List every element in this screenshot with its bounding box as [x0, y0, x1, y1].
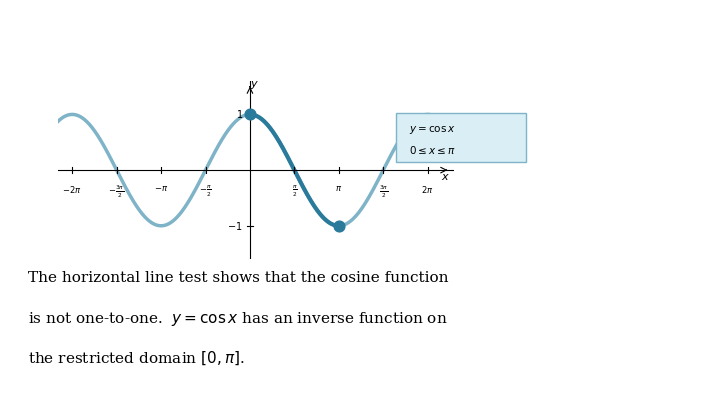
Text: $\frac{\pi}{2}$: $\frac{\pi}{2}$ — [292, 184, 297, 199]
Text: $-2\pi$: $-2\pi$ — [63, 184, 82, 195]
Text: ALWAYS LEARNING: ALWAYS LEARNING — [14, 384, 103, 393]
Text: Copyright © 2014, 2010, 2007 Pearson Education, Inc.: Copyright © 2014, 2010, 2007 Pearson Edu… — [246, 384, 474, 393]
Text: 13: 13 — [685, 384, 698, 394]
Text: The horizontal line test shows that the cosine function: The horizontal line test shows that the … — [28, 271, 449, 286]
Text: PEARSON: PEARSON — [557, 382, 624, 395]
Text: The Inverse Cosine Function: The Inverse Cosine Function — [14, 27, 416, 51]
Text: $1$: $1$ — [235, 109, 243, 120]
Text: $x$: $x$ — [441, 172, 450, 182]
Text: $-\frac{3\pi}{2}$: $-\frac{3\pi}{2}$ — [109, 184, 125, 200]
FancyBboxPatch shape — [396, 113, 526, 162]
Point — [333, 223, 345, 229]
Point — [244, 111, 256, 118]
Text: $2\pi$: $2\pi$ — [421, 184, 434, 195]
Text: is not one-to-one.  $y = \cos x$ has an inverse function on: is not one-to-one. $y = \cos x$ has an i… — [28, 310, 448, 328]
Text: $0 \leq x \leq \pi$: $0 \leq x \leq \pi$ — [409, 144, 456, 156]
Text: the restricted domain $[0, \pi]$.: the restricted domain $[0, \pi]$. — [28, 349, 245, 367]
Text: $-\frac{\pi}{2}$: $-\frac{\pi}{2}$ — [199, 184, 212, 199]
Text: $\frac{3\pi}{2}$: $\frac{3\pi}{2}$ — [379, 184, 388, 200]
Text: $y = \cos x$: $y = \cos x$ — [409, 124, 456, 136]
Text: $-\pi$: $-\pi$ — [154, 184, 168, 193]
Text: $\pi$: $\pi$ — [336, 184, 343, 193]
Text: $y$: $y$ — [250, 79, 258, 91]
Text: $-1$: $-1$ — [228, 220, 243, 232]
